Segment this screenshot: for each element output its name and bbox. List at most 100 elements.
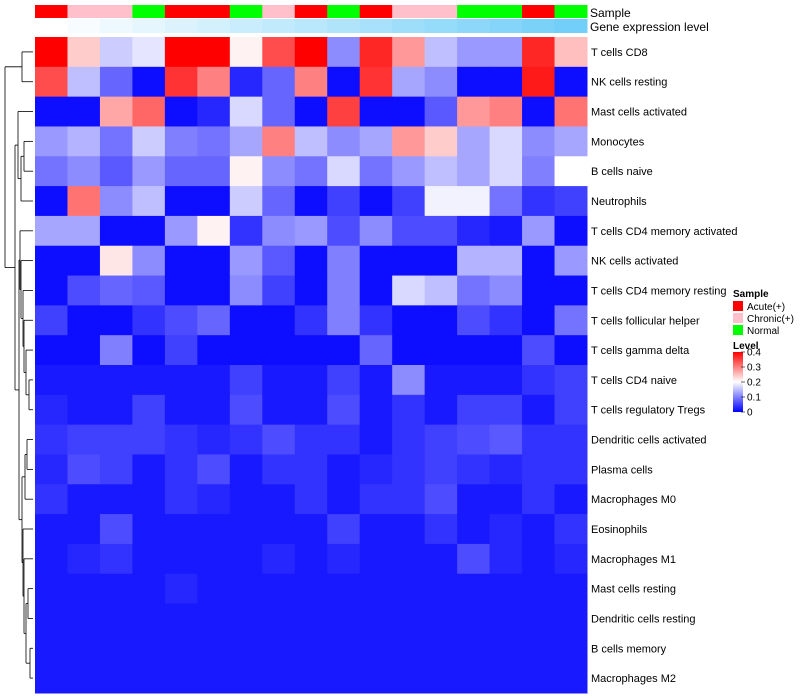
heatmap-cell <box>197 573 231 605</box>
heatmap-cell <box>489 543 523 575</box>
heatmap-cell <box>67 66 101 98</box>
heatmap-cell <box>457 663 491 694</box>
heatmap-cell <box>99 335 133 366</box>
expression-annotation-cell <box>197 19 231 33</box>
expression-annotation-cell <box>229 19 263 33</box>
heatmap-cell <box>294 663 328 694</box>
heatmap-cell <box>229 186 263 217</box>
legend-label-acute: Acute(+) <box>747 302 785 313</box>
annotation-label-expression: Gene expression level <box>590 20 709 34</box>
row-label: T cells regulatory Tregs <box>591 405 706 417</box>
expression-annotation-cell <box>294 19 328 33</box>
heatmap-cell <box>327 603 361 634</box>
heatmap-cell <box>197 215 231 247</box>
heatmap-cell <box>457 215 491 247</box>
heatmap-cell <box>392 663 426 694</box>
heatmap-cell <box>522 663 556 694</box>
heatmap-cell <box>294 126 328 157</box>
heatmap-cell <box>197 424 231 455</box>
heatmap-cell <box>99 633 133 664</box>
heatmap-cell <box>522 186 556 217</box>
heatmap-cell <box>554 663 588 694</box>
legend-swatch-normal <box>733 325 743 335</box>
heatmap-cell <box>67 335 101 366</box>
heatmap-cell <box>294 454 328 485</box>
heatmap-cell <box>424 543 458 575</box>
heatmap-cell <box>424 514 458 545</box>
sample-annotation-cell <box>197 5 231 18</box>
heatmap-cell <box>294 573 328 605</box>
heatmap-cell <box>392 573 426 605</box>
heatmap-cell <box>262 186 296 217</box>
heatmap-cell <box>392 603 426 634</box>
heatmap-cell <box>392 454 426 485</box>
heatmap-cell <box>197 335 231 366</box>
heatmap-cell <box>554 37 588 68</box>
heatmap-cell <box>67 633 101 664</box>
heatmap-cell <box>392 633 426 664</box>
heatmap-cell <box>327 514 361 545</box>
heatmap-cell <box>327 245 361 277</box>
expression-annotation-cell <box>392 19 426 33</box>
row-label: T cells follicular helper <box>591 315 700 327</box>
heatmap-cell <box>522 66 556 98</box>
heatmap-cell <box>35 573 68 605</box>
heatmap-cell <box>197 543 231 575</box>
heatmap-cell <box>424 215 458 247</box>
heatmap-cell <box>392 394 426 426</box>
heatmap-cell <box>99 96 133 127</box>
legend-label-normal: Normal <box>747 326 779 337</box>
heatmap-cell <box>229 96 263 127</box>
heatmap-cell <box>197 245 231 277</box>
heatmap-cell <box>294 514 328 545</box>
heatmap-cell <box>424 633 458 664</box>
heatmap-cell <box>262 573 296 605</box>
heatmap-cell <box>489 394 523 426</box>
heatmap-cell <box>99 454 133 485</box>
heatmap-cell <box>197 514 231 545</box>
heatmap-cell <box>359 305 393 336</box>
heatmap-cell <box>327 543 361 575</box>
heatmap-cell <box>489 633 523 664</box>
heatmap-cell <box>554 335 588 366</box>
heatmap-cell <box>197 126 231 157</box>
heatmap-cell <box>294 603 328 634</box>
expression-annotation-cell <box>35 19 68 33</box>
heatmap-cell <box>229 126 263 157</box>
heatmap-cell <box>132 126 166 157</box>
heatmap-cell <box>359 186 393 217</box>
heatmap-cell <box>554 365 588 396</box>
heatmap-cell <box>99 424 133 455</box>
heatmap-cell <box>262 156 296 187</box>
heatmap-cell <box>424 96 458 127</box>
heatmap-cell <box>229 37 263 68</box>
heatmap-cell <box>424 573 458 605</box>
heatmap-cell <box>489 663 523 694</box>
heatmap-cell <box>294 424 328 455</box>
heatmap-cell <box>164 603 198 634</box>
sample-legend-title: Sample <box>733 289 769 300</box>
heatmap-cell <box>35 543 68 575</box>
sample-annotation-cell <box>392 5 426 18</box>
heatmap-cell <box>424 66 458 98</box>
heatmap-cell <box>229 245 263 277</box>
heatmap-cell <box>327 126 361 157</box>
level-tick-label: 0.1 <box>747 393 761 404</box>
heatmap-cell <box>424 663 458 694</box>
expression-annotation-cell <box>457 19 491 33</box>
heatmap-cell <box>489 573 523 605</box>
heatmap-cell <box>554 126 588 157</box>
heatmap-cell <box>164 484 198 515</box>
sample-annotation-cell <box>99 5 133 18</box>
heatmap-cell <box>132 454 166 485</box>
heatmap-cell <box>554 305 588 336</box>
row-label: Plasma cells <box>591 464 653 476</box>
heatmap-cell <box>132 514 166 545</box>
heatmap-cell <box>294 96 328 127</box>
heatmap-cell <box>554 424 588 455</box>
heatmap-cell <box>164 573 198 605</box>
heatmap-cell <box>67 663 101 694</box>
expression-annotation-cell <box>262 19 296 33</box>
heatmap-cell <box>554 96 588 127</box>
heatmap-cell <box>294 215 328 247</box>
